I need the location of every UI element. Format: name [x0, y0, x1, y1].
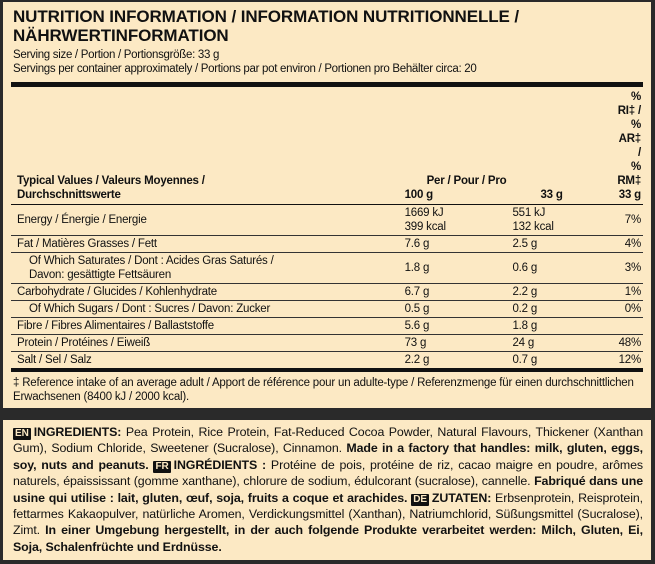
value-ri: 3% — [624, 262, 641, 274]
value-ri: 1% — [624, 286, 641, 298]
row-label-2: Davon: gesättigte Fettsäuren — [29, 269, 172, 281]
row-label: Fibre / Fibres Alimentaires / Ballaststo… — [17, 320, 214, 332]
ingredients-en: Pea Protein, Rice Protein, Fat-Reduced C… — [13, 425, 643, 456]
value-ri: 12% — [618, 354, 642, 366]
value-100g: 7.6 g — [404, 238, 430, 250]
value-33g: 1.8 g — [512, 320, 538, 332]
nutrition-panel: NUTRITION INFORMATION / INFORMATION NUTR… — [3, 2, 651, 408]
value-100g: 5.6 g — [404, 320, 430, 332]
allergen-de: In einer Umgebung hergestellt, in der au… — [13, 523, 643, 554]
table-header: Typical Values / Valeurs Moyennes / Durch… — [11, 87, 643, 205]
header-ri: % RI‡ / % AR‡ / — [617, 91, 641, 159]
ingredients-text: EN INGREDIENTS: Pea Protein, Rice Protein… — [13, 424, 643, 555]
value-33g-kcal: 132 kcal — [512, 221, 554, 233]
table-row: Carbohydrate / Glucides / Kohlenhydrate … — [11, 283, 643, 301]
table-row: Of Which Saturates / Dont : Acides Gras … — [11, 252, 643, 284]
ingredients-heading-fr: INGRÉDIENTS : — [173, 457, 267, 472]
value-ri: 48% — [618, 337, 642, 349]
header-label: Typical Values / Valeurs Moyennes / — [17, 175, 205, 187]
ingredients-panel: EN INGREDIENTS: Pea Protein, Rice Protein… — [3, 420, 651, 561]
value-100g-kcal: 399 kcal — [404, 221, 446, 233]
table-row: Of Which Sugars / Dont : Sucres / Davon:… — [11, 300, 643, 318]
value-33g: 551 kJ — [512, 207, 546, 219]
value-ri: 4% — [624, 238, 641, 250]
value-33g: 24 g — [512, 337, 535, 349]
serving-size: Serving size / Portion / Portionsgröße: … — [13, 49, 220, 61]
row-label: Of Which Sugars / Dont : Sucres / Davon:… — [29, 303, 271, 315]
value-100g: 6.7 g — [404, 286, 430, 298]
value-100g: 1.8 g — [404, 262, 430, 274]
value-100g: 73 g — [404, 337, 427, 349]
value-33g: 2.5 g — [512, 238, 538, 250]
ingredients-heading-en: INGREDIENTS: — [33, 425, 122, 439]
footnote: ‡ Reference intake of an average adult /… — [13, 377, 634, 403]
value-100g: 2.2 g — [404, 354, 430, 366]
value-100g: 0.5 g — [404, 303, 430, 315]
header-per: Per / Pour / Pro — [426, 175, 507, 187]
header-ri-2: % RM‡ 33 g — [617, 161, 642, 201]
row-label: Salt / Sel / Salz — [17, 354, 92, 366]
flag-en: EN — [13, 428, 31, 440]
table-row: Energy / Énergie / Energie 1669 kJ 399 kc… — [11, 204, 643, 236]
table-row: Protein / Protéines / Eiweiß 73 g 24 g 4… — [11, 334, 643, 352]
value-33g: 0.6 g — [512, 262, 538, 274]
table-row: Fibre / Fibres Alimentaires / Ballaststo… — [11, 317, 643, 335]
divider — [11, 368, 643, 372]
value-ri: 7% — [624, 214, 641, 226]
table-row: Salt / Sel / Salz 2.2 g 0.7 g 12% — [11, 352, 643, 369]
header-label-2: Durchschnittswerte — [17, 189, 121, 201]
value-33g: 2.2 g — [512, 286, 538, 298]
header-100g: 100 g — [404, 189, 434, 201]
nutrition-table: Typical Values / Valeurs Moyennes / Durch… — [11, 87, 643, 368]
row-label: Of Which Saturates / Dont : Acides Gras … — [29, 255, 274, 267]
value-33g: 0.7 g — [512, 354, 538, 366]
value-100g: 1669 kJ — [404, 207, 444, 219]
table-row: Fat / Matières Grasses / Fett 7.6 g 2.5 … — [11, 235, 643, 253]
divider — [11, 82, 643, 87]
page-title: NUTRITION INFORMATION / INFORMATION NUTR… — [13, 7, 520, 45]
row-label: Carbohydrate / Glucides / Kohlenhydrate — [17, 286, 217, 298]
header-33g: 33 g — [540, 189, 563, 201]
servings-per-container: Servings per container approximately / P… — [13, 63, 477, 75]
value-ri: 0% — [624, 303, 641, 315]
row-label: Fat / Matières Grasses / Fett — [17, 238, 157, 250]
flag-fr: FR — [153, 460, 171, 473]
ingredients-fr: Protéine de pois, protéine de riz, cacao… — [13, 457, 644, 489]
row-label: Protein / Protéines / Eiweiß — [17, 337, 151, 349]
allergen-en: Made in a factory that handles: milk, gl… — [13, 441, 643, 472]
row-label: Energy / Énergie / Energie — [17, 214, 147, 226]
value-33g: 0.2 g — [512, 303, 538, 315]
ingredients-heading-de: ZUTATEN: — [431, 490, 492, 505]
